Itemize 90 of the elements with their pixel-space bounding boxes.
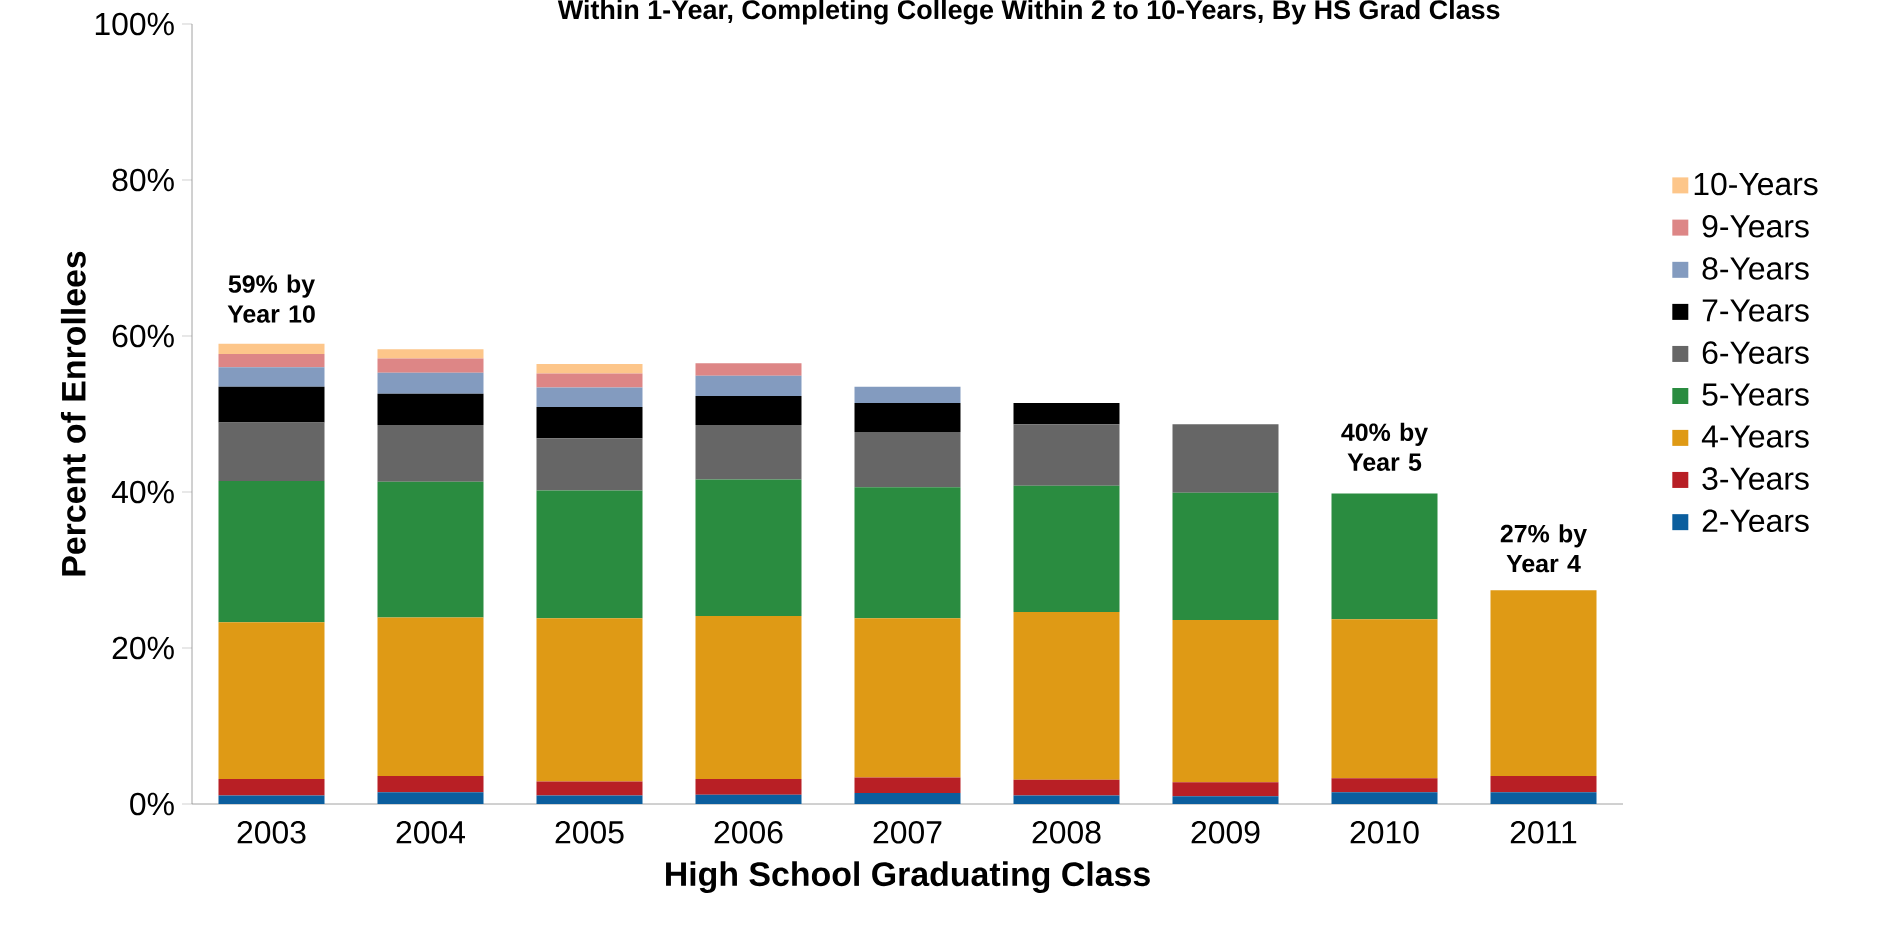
- bar: [218, 779, 325, 796]
- bar: [377, 393, 484, 425]
- bar: [1172, 619, 1279, 783]
- x-tick-label: 2009: [1191, 821, 1260, 844]
- bar: [1172, 424, 1279, 493]
- x-tick-label: 2005: [555, 821, 624, 844]
- bar: [695, 779, 802, 795]
- y-tick-label: 60%: [112, 324, 174, 348]
- annotation: 59% by Year 10: [227, 274, 315, 323]
- bar: [695, 363, 802, 376]
- bar: [854, 386, 961, 404]
- bar: [1331, 619, 1438, 779]
- bar: [1013, 612, 1120, 780]
- bar: [1172, 782, 1279, 797]
- bar: [1331, 778, 1438, 793]
- bar: [1331, 792, 1438, 804]
- bar: [218, 367, 325, 387]
- legend-label: 10-Years: [1694, 172, 1818, 196]
- bar: [695, 375, 802, 397]
- bar: [377, 617, 484, 776]
- bar: [1490, 590, 1597, 776]
- y-axis-title: Percent of Enrollees: [60, 251, 86, 576]
- x-tick-label: 2011: [1510, 821, 1577, 844]
- legend-label: 4-Years: [1701, 425, 1809, 448]
- x-tick-label: 2007: [873, 821, 942, 844]
- bar: [377, 349, 484, 359]
- bar: [536, 795, 643, 804]
- legend-label: 7-Years: [1702, 299, 1809, 322]
- bar: [218, 386, 325, 423]
- legend-label: 5-Years: [1702, 383, 1809, 406]
- bar: [218, 422, 325, 482]
- bar: [536, 387, 643, 407]
- bar: [695, 616, 802, 780]
- bar: [695, 479, 802, 617]
- bar: [377, 481, 484, 618]
- legend-label: 8-Years: [1702, 257, 1809, 280]
- bar: [1013, 795, 1120, 804]
- bar: [695, 424, 802, 480]
- bar: [377, 358, 484, 373]
- bar: [377, 775, 484, 793]
- x-tick-label: 2003: [237, 821, 306, 844]
- bar: [854, 793, 961, 804]
- bar: [536, 364, 643, 374]
- x-tick-label: 2004: [396, 821, 465, 844]
- bar: [854, 618, 961, 778]
- bar: [1013, 424, 1120, 486]
- bar: [854, 431, 961, 488]
- x-tick-label: 2008: [1032, 821, 1101, 844]
- bar: [536, 438, 643, 491]
- bar: [377, 424, 484, 482]
- bar: [536, 618, 643, 782]
- legend-label: 3-Years: [1702, 467, 1809, 490]
- bar: [218, 622, 325, 780]
- legend-label: 9-Years: [1702, 214, 1809, 238]
- bar: [1331, 493, 1438, 620]
- x-tick-label: 2010: [1350, 821, 1419, 844]
- bar: [854, 403, 961, 432]
- bar: [1013, 779, 1120, 796]
- bar: [377, 372, 484, 394]
- y-tick-label: 80%: [112, 168, 174, 192]
- bar: [218, 353, 325, 368]
- bar: [1490, 775, 1597, 793]
- bar: [1172, 796, 1279, 804]
- bar: [218, 795, 325, 804]
- bar: [218, 481, 325, 623]
- chart-title: Within 1-Year, Completing College Within 2 to 10-Years, By HS Grad Class: [557, 0, 1500, 25]
- y-tick-label: 20%: [112, 636, 174, 660]
- y-tick-label: 0%: [130, 792, 174, 816]
- bar: [536, 490, 643, 619]
- bar: [695, 396, 802, 425]
- bar: [377, 792, 484, 804]
- bar: [1013, 485, 1120, 613]
- bar: [854, 487, 961, 619]
- bar: [218, 343, 325, 354]
- bar: [536, 373, 643, 388]
- bar: [1490, 792, 1597, 804]
- legend-label: 6-Years: [1702, 341, 1809, 364]
- bar: [536, 781, 643, 796]
- annotation: 40% by Year 5: [1341, 422, 1428, 471]
- bar: [1172, 492, 1279, 620]
- bar: [1013, 403, 1120, 425]
- x-axis-title: High School Graduating Class: [666, 861, 1150, 894]
- y-tick-label: 100%: [95, 12, 174, 36]
- annotation: 27% by Year 4: [1500, 524, 1587, 573]
- legend-label: 2-Years: [1702, 509, 1809, 533]
- x-tick-label: 2006: [714, 821, 783, 844]
- y-tick-label: 40%: [111, 480, 174, 504]
- bar: [695, 794, 802, 804]
- bar: [536, 406, 643, 439]
- bar: [854, 777, 961, 794]
